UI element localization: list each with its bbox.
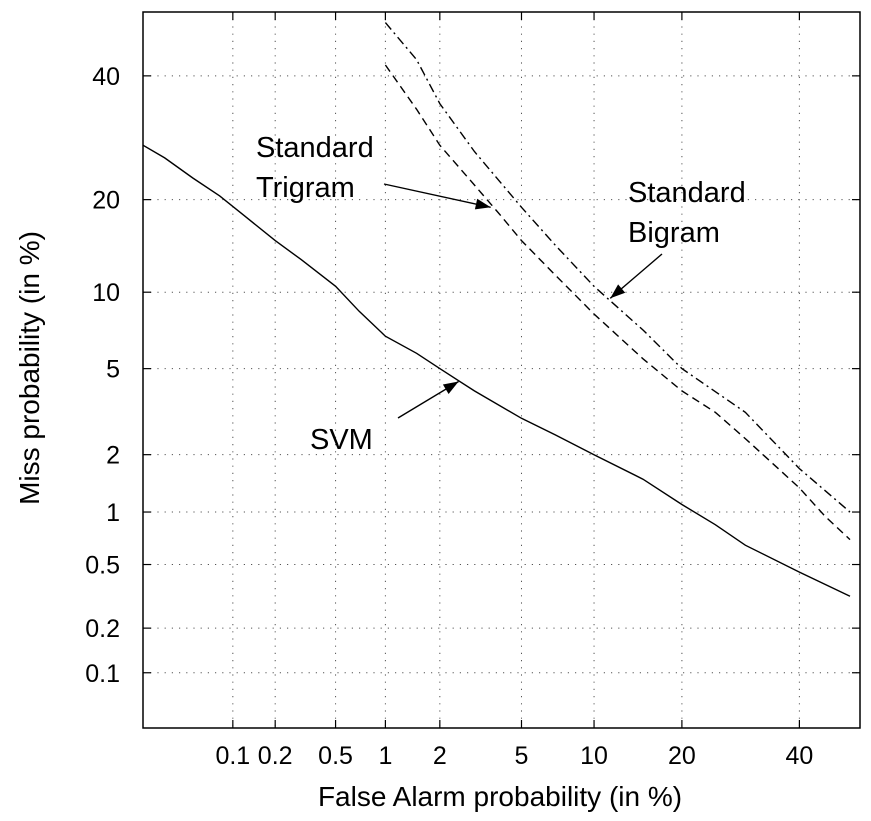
- annotation-arrowhead-bigram: [610, 284, 626, 299]
- y-tick-label: 1: [106, 499, 120, 527]
- annotation-label-trigram: Trigram: [256, 172, 355, 204]
- x-tick-label: 2: [433, 742, 447, 770]
- x-axis-label: False Alarm probability (in %): [318, 781, 682, 812]
- x-tick-label: 0.5: [318, 742, 353, 770]
- series-line-trigram: [384, 64, 851, 541]
- series-line-svm: [143, 144, 851, 597]
- x-tick-label: 1: [378, 742, 392, 770]
- y-tick-label: 20: [92, 187, 120, 215]
- y-tick-label: 2: [106, 442, 120, 470]
- y-tick-label: 5: [106, 356, 120, 384]
- x-tick-label: 0.1: [215, 742, 250, 770]
- grid: [143, 12, 860, 728]
- series-layer: [143, 22, 851, 597]
- annotation-label-bigram: Standard: [628, 177, 746, 209]
- annotation-label-trigram: Standard: [256, 132, 374, 164]
- y-tick-label: 0.1: [85, 660, 120, 688]
- series-line-bigram: [384, 22, 851, 513]
- annotation-arrow-trigram: [383, 183, 491, 208]
- y-tick-label: 0.5: [85, 552, 120, 580]
- tick-marks: [143, 12, 860, 728]
- annotation-label-bigram: Bigram: [628, 217, 720, 249]
- y-axis-label: Miss probability (in %): [14, 231, 45, 505]
- annotations: Standard Trigram Standard Bigram SVM: [256, 132, 746, 456]
- annotation-label-svm: SVM: [310, 424, 373, 456]
- y-tick-label: 40: [92, 63, 120, 91]
- annotation-arrowhead-svm: [442, 381, 459, 394]
- x-tick-labels: 0.1 0.2 0.5 1 2 5 10 20 40: [215, 742, 813, 770]
- x-tick-label: 5: [515, 742, 529, 770]
- x-tick-label: 0.2: [258, 742, 293, 770]
- plot-frame: [142, 11, 861, 729]
- y-tick-label: 0.2: [85, 615, 120, 643]
- x-tick-label: 20: [668, 742, 696, 770]
- annotation-arrowhead-trigram: [474, 198, 491, 210]
- x-tick-label: 10: [580, 742, 608, 770]
- y-tick-label: 10: [92, 279, 120, 307]
- y-tick-labels: 0.1 0.2 0.5 1 2 5 10 20 40: [85, 63, 120, 688]
- x-tick-label: 40: [785, 742, 813, 770]
